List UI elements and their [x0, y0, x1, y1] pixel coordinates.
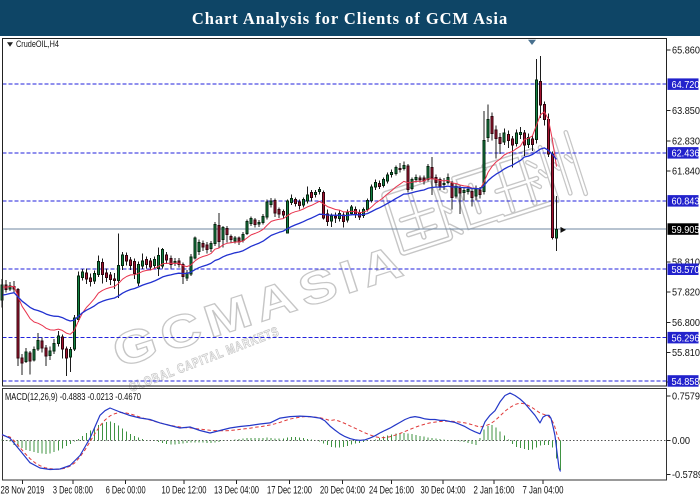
svg-text:58.570: 58.570: [672, 264, 700, 276]
svg-text:2 Jan 16:00: 2 Jan 16:00: [474, 485, 515, 497]
svg-text:64.720: 64.720: [672, 79, 700, 91]
svg-text:13 Dec 04:00: 13 Dec 04:00: [214, 485, 259, 497]
svg-text:62.830: 62.830: [672, 136, 700, 148]
svg-text:CrudeOIL,H4: CrudeOIL,H4: [16, 39, 59, 49]
svg-text:0.00: 0.00: [672, 435, 690, 447]
svg-text:61.840: 61.840: [672, 165, 700, 177]
svg-text:56.800: 56.800: [672, 317, 700, 329]
svg-text:56.296: 56.296: [672, 333, 700, 345]
svg-text:63.850: 63.850: [672, 105, 700, 117]
svg-text:0.7579: 0.7579: [672, 391, 700, 403]
svg-text:3 Dec 08:00: 3 Dec 08:00: [53, 485, 93, 497]
svg-text:54.858: 54.858: [672, 376, 700, 388]
svg-text:-0.5789: -0.5789: [672, 469, 700, 481]
svg-text:Chart Analysis for Clients of: Chart Analysis for Clients of GCM Asia: [192, 9, 508, 28]
svg-text:28 Nov 2019: 28 Nov 2019: [1, 485, 45, 497]
svg-text:65.860: 65.860: [672, 44, 700, 56]
svg-text:7 Jan 04:00: 7 Jan 04:00: [523, 485, 564, 497]
svg-text:59.905: 59.905: [672, 224, 700, 236]
svg-text:60.843: 60.843: [672, 196, 700, 208]
svg-text:20 Dec 04:00: 20 Dec 04:00: [320, 485, 365, 497]
svg-text:24 Dec 16:00: 24 Dec 16:00: [369, 485, 414, 497]
svg-text:MACD(12,26,9) -0.4883 -0.0213: MACD(12,26,9) -0.4883 -0.0213 -0.4670: [5, 392, 141, 403]
svg-text:10 Dec 12:00: 10 Dec 12:00: [162, 485, 207, 497]
svg-text:57.820: 57.820: [672, 286, 700, 298]
svg-text:55.810: 55.810: [672, 347, 700, 359]
svg-text:17 Dec 12:00: 17 Dec 12:00: [267, 485, 312, 497]
svg-text:62.436: 62.436: [672, 148, 700, 160]
svg-text:30 Dec 04:00: 30 Dec 04:00: [421, 485, 466, 497]
svg-text:6 Dec 00:00: 6 Dec 00:00: [106, 485, 146, 497]
